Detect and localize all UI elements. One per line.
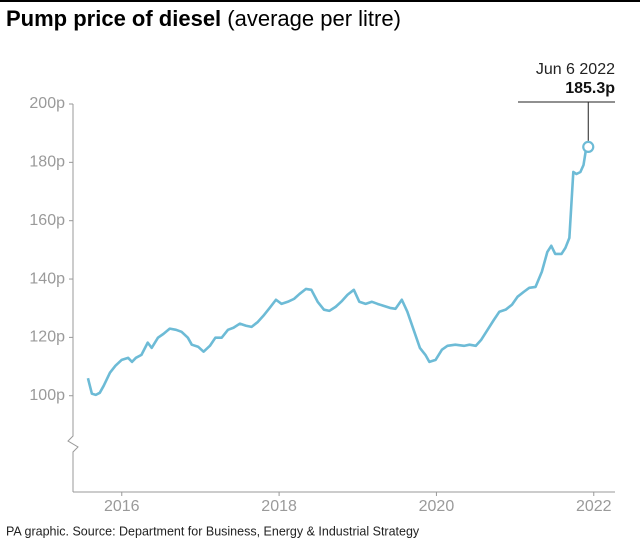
- chart-title: Pump price of diesel (average per litre): [6, 6, 401, 31]
- subtitle: (average per litre): [227, 6, 401, 31]
- y-tick-label: 120p: [29, 329, 65, 346]
- annotation-value: 185.3p: [565, 80, 615, 97]
- source: PA graphic. Source: Department for Busin…: [6, 524, 420, 538]
- annotation-leader: [518, 101, 615, 141]
- x-tick-label: 2018: [261, 498, 297, 515]
- y-tick-label: 100p: [29, 387, 65, 404]
- y-tick-label: 200p: [29, 95, 65, 112]
- x-tick-label: 2020: [419, 498, 455, 515]
- y-tick-label: 180p: [29, 154, 65, 171]
- end-marker: [582, 140, 595, 153]
- line-series: [86, 146, 590, 397]
- title: Pump price of diesel: [6, 6, 221, 31]
- x-tick-label: 2022: [576, 498, 612, 515]
- y-axis: [67, 104, 79, 492]
- y-tick-label: 140p: [29, 270, 65, 287]
- y-tick-label: 160p: [29, 212, 65, 229]
- x-tick-label: 2016: [104, 498, 140, 515]
- annotation-date: Jun 6 2022: [536, 61, 615, 78]
